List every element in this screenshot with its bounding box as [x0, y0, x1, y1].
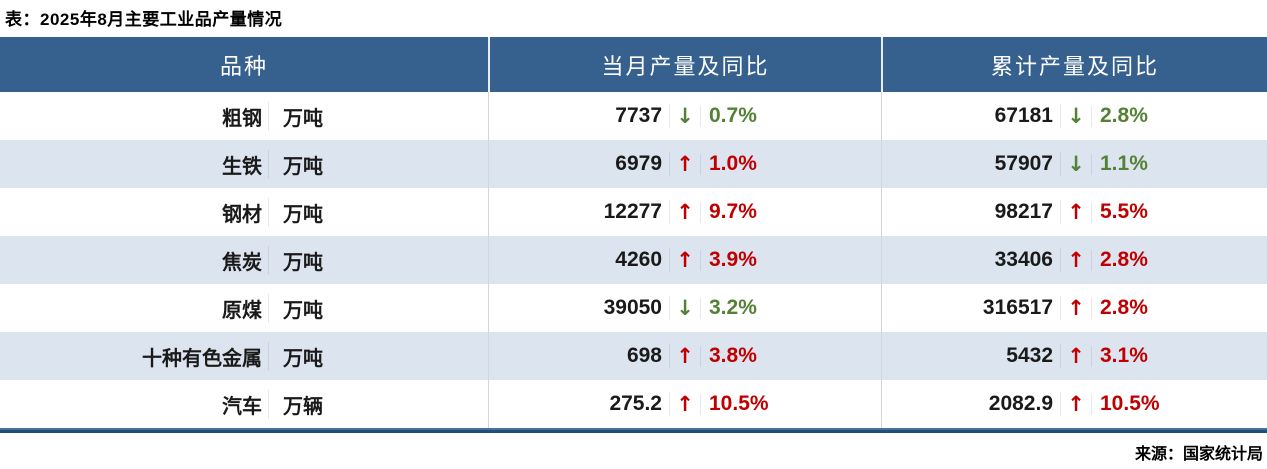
col-header-cumulative-output: 累计产量及同比	[881, 37, 1267, 92]
table-row: 汽车 万辆 275.2 ↑ 10.5% 2082.9 ↑ 10.5%	[0, 380, 1267, 428]
product-name: 钢材	[0, 197, 269, 227]
month-output-cell: 6979 ↑ 1.0%	[488, 140, 881, 188]
month-pct: 3.8%	[709, 344, 757, 367]
product-name: 十种有色金属	[0, 341, 269, 371]
table-body: 粗钢 万吨 7737 ↓ 0.7% 67181 ↓ 2.8% 生铁 万吨 697…	[0, 92, 1267, 428]
month-output-cell: 12277 ↑ 9.7%	[488, 188, 881, 236]
month-output-cell: 39050 ↓ 3.2%	[488, 284, 881, 332]
col-header-month-output: 当月产量及同比	[488, 37, 881, 92]
variety-cell: 焦炭 万吨	[0, 236, 488, 284]
variety-cell: 生铁 万吨	[0, 140, 488, 188]
product-name: 原煤	[0, 293, 269, 323]
month-trend-arrow-icon: ↑	[670, 345, 701, 367]
cumulative-trend-arrow-icon: ↑	[1061, 201, 1092, 223]
cumulative-output-cell: 98217 ↑ 5.5%	[881, 188, 1267, 236]
month-output-cell: 698 ↑ 3.8%	[488, 332, 881, 380]
product-unit: 万吨	[283, 251, 323, 274]
product-name: 汽车	[0, 389, 269, 419]
cumulative-trend-arrow-icon: ↓	[1061, 153, 1092, 175]
month-pct: 3.2%	[709, 296, 757, 319]
month-value: 698	[489, 344, 670, 368]
variety-cell: 粗钢 万吨	[0, 92, 488, 140]
cumulative-value: 5432	[882, 344, 1061, 368]
cumulative-value: 2082.9	[882, 392, 1061, 416]
product-unit: 万吨	[283, 155, 323, 178]
col-header-variety: 品种	[219, 54, 268, 80]
cumulative-trend-arrow-icon: ↑	[1061, 297, 1092, 319]
variety-cell: 十种有色金属 万吨	[0, 332, 488, 380]
table-bottom-border	[0, 428, 1267, 433]
month-value: 275.2	[489, 392, 670, 416]
cumulative-trend-arrow-icon: ↑	[1061, 393, 1092, 415]
product-unit: 万吨	[283, 347, 323, 370]
cumulative-pct: 10.5%	[1100, 392, 1160, 415]
cumulative-output-cell: 33406 ↑ 2.8%	[881, 236, 1267, 284]
industrial-output-table: 品种 当月产量及同比 累计产量及同比 粗钢 万吨 7737 ↓ 0.7% 671…	[0, 37, 1267, 433]
month-value: 39050	[489, 296, 670, 320]
product-unit: 万吨	[283, 299, 323, 322]
month-pct: 3.9%	[709, 248, 757, 271]
product-unit: 万吨	[283, 107, 323, 130]
month-pct: 1.0%	[709, 152, 757, 175]
table-title: 表：2025年8月主要工业品产量情况	[5, 10, 283, 29]
cumulative-output-cell: 5432 ↑ 3.1%	[881, 332, 1267, 380]
table-row: 粗钢 万吨 7737 ↓ 0.7% 67181 ↓ 2.8%	[0, 92, 1267, 140]
cumulative-pct: 5.5%	[1100, 200, 1148, 223]
cumulative-output-cell: 57907 ↓ 1.1%	[881, 140, 1267, 188]
cumulative-value: 98217	[882, 200, 1061, 224]
month-output-cell: 7737 ↓ 0.7%	[488, 92, 881, 140]
product-name: 生铁	[0, 149, 269, 179]
table-row: 十种有色金属 万吨 698 ↑ 3.8% 5432 ↑ 3.1%	[0, 332, 1267, 380]
variety-cell: 钢材 万吨	[0, 188, 488, 236]
month-pct: 0.7%	[709, 104, 757, 127]
month-output-cell: 4260 ↑ 3.9%	[488, 236, 881, 284]
cumulative-trend-arrow-icon: ↑	[1061, 345, 1092, 367]
cumulative-value: 67181	[882, 104, 1061, 128]
month-pct: 9.7%	[709, 200, 757, 223]
cumulative-trend-arrow-icon: ↓	[1061, 105, 1092, 127]
table-row: 生铁 万吨 6979 ↑ 1.0% 57907 ↓ 1.1%	[0, 140, 1267, 188]
cumulative-output-cell: 67181 ↓ 2.8%	[881, 92, 1267, 140]
product-name: 焦炭	[0, 245, 269, 275]
cumulative-pct: 2.8%	[1100, 248, 1148, 271]
month-output-cell: 275.2 ↑ 10.5%	[488, 380, 881, 428]
variety-cell: 汽车 万辆	[0, 380, 488, 428]
cumulative-output-cell: 2082.9 ↑ 10.5%	[881, 380, 1267, 428]
cumulative-pct: 3.1%	[1100, 344, 1148, 367]
product-name: 粗钢	[0, 101, 269, 131]
product-unit: 万辆	[283, 395, 323, 418]
cumulative-output-cell: 316517 ↑ 2.8%	[881, 284, 1267, 332]
cumulative-value: 57907	[882, 152, 1061, 176]
month-trend-arrow-icon: ↑	[670, 393, 701, 415]
cumulative-pct: 1.1%	[1100, 152, 1148, 175]
variety-cell: 原煤 万吨	[0, 284, 488, 332]
month-value: 6979	[489, 152, 670, 176]
cumulative-trend-arrow-icon: ↑	[1061, 249, 1092, 271]
table-row: 原煤 万吨 39050 ↓ 3.2% 316517 ↑ 2.8%	[0, 284, 1267, 332]
product-unit: 万吨	[283, 203, 323, 226]
month-value: 12277	[489, 200, 670, 224]
cumulative-pct: 2.8%	[1100, 104, 1148, 127]
month-trend-arrow-icon: ↓	[670, 105, 701, 127]
table-row: 钢材 万吨 12277 ↑ 9.7% 98217 ↑ 5.5%	[0, 188, 1267, 236]
table-header-row: 品种 当月产量及同比 累计产量及同比	[0, 37, 1267, 92]
source-note: 来源：国家统计局	[1134, 446, 1263, 463]
month-trend-arrow-icon: ↓	[670, 297, 701, 319]
table-row: 焦炭 万吨 4260 ↑ 3.9% 33406 ↑ 2.8%	[0, 236, 1267, 284]
cumulative-pct: 2.8%	[1100, 296, 1148, 319]
month-pct: 10.5%	[709, 392, 769, 415]
cumulative-value: 33406	[882, 248, 1061, 272]
month-value: 7737	[489, 104, 670, 128]
month-value: 4260	[489, 248, 670, 272]
cumulative-value: 316517	[882, 296, 1061, 320]
month-trend-arrow-icon: ↑	[670, 249, 701, 271]
month-trend-arrow-icon: ↑	[670, 201, 701, 223]
month-trend-arrow-icon: ↑	[670, 153, 701, 175]
